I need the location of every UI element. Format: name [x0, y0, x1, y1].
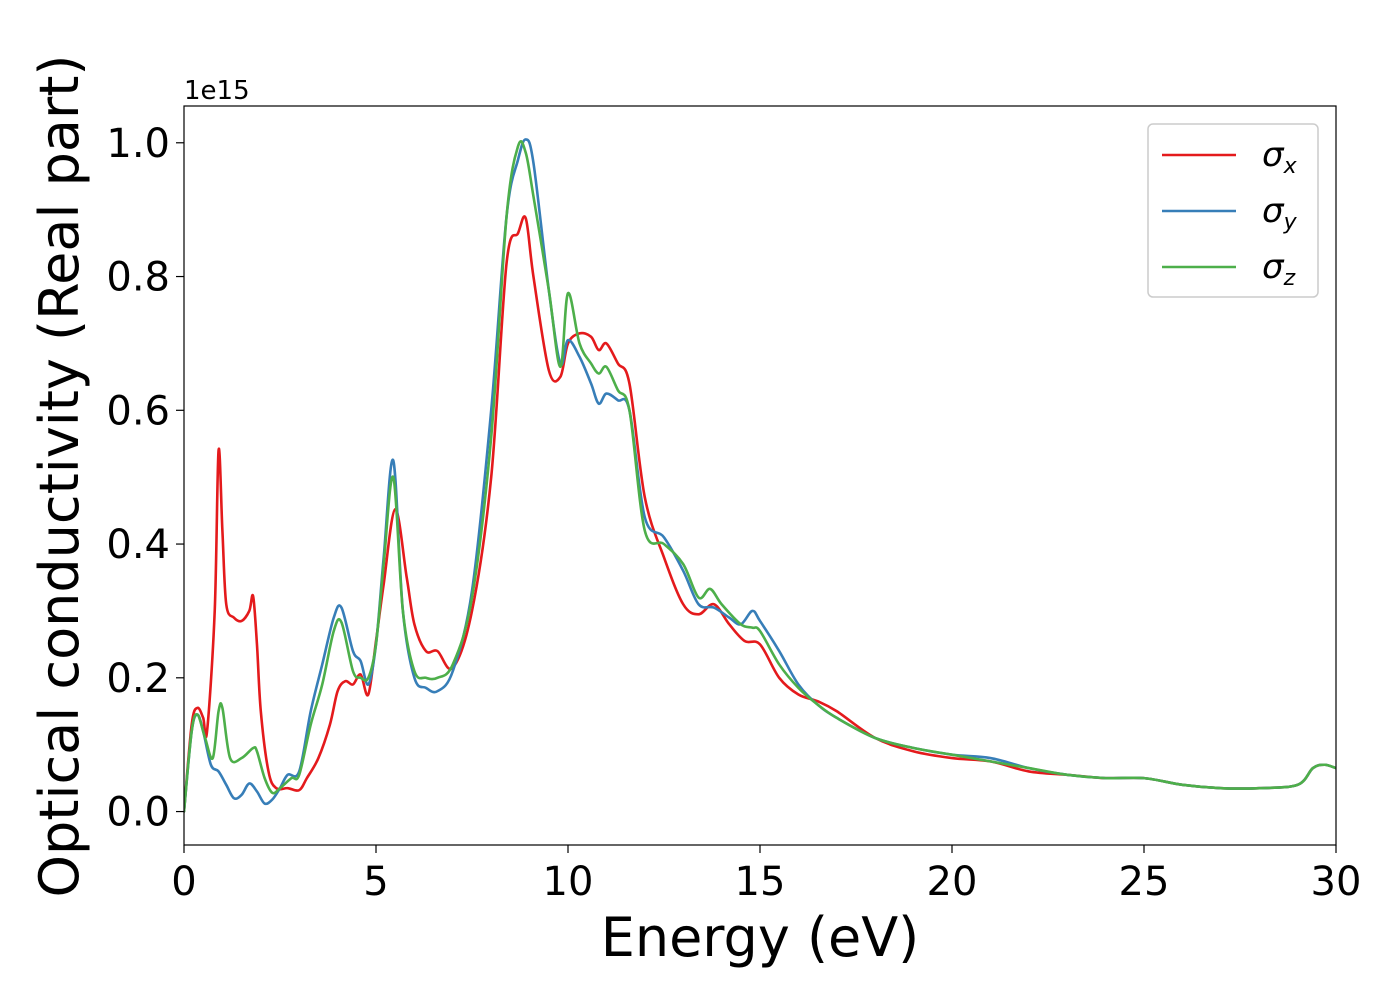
y-tick-label: 0.2 — [106, 656, 170, 702]
y-tick-label: 0.6 — [106, 388, 170, 434]
series-line-x — [184, 215, 1336, 813]
legend-label-y: σy — [1262, 191, 1298, 235]
x-tick-label: 10 — [543, 859, 594, 905]
y-axis: 0.0 0.2 0.4 0.6 0.8 1.0 — [106, 121, 184, 836]
x-axis-label: Energy (eV) — [601, 906, 920, 969]
legend-label-x: σx — [1262, 135, 1298, 179]
y-axis-label: Optical conductivity (Real part) — [28, 55, 91, 898]
y-offset-label: 1e15 — [184, 76, 250, 106]
y-tick-label: 0.8 — [106, 255, 170, 301]
series-layer — [184, 138, 1336, 813]
legend: σx σy σz — [1147, 123, 1319, 298]
y-tick-label: 0.4 — [106, 522, 170, 568]
y-tick-label: 0.0 — [106, 790, 170, 836]
x-tick-label: 20 — [927, 859, 978, 905]
legend-label-z: σz — [1262, 247, 1296, 291]
y-tick-label: 1.0 — [106, 121, 170, 167]
x-tick-label: 15 — [735, 859, 786, 905]
x-tick-label: 0 — [171, 859, 196, 905]
series-line-z — [184, 140, 1336, 813]
x-tick-label: 30 — [1311, 859, 1362, 905]
x-axis: 0 5 10 15 20 25 30 — [171, 845, 1361, 905]
x-tick-label: 25 — [1119, 859, 1170, 905]
x-tick-label: 5 — [363, 859, 388, 905]
